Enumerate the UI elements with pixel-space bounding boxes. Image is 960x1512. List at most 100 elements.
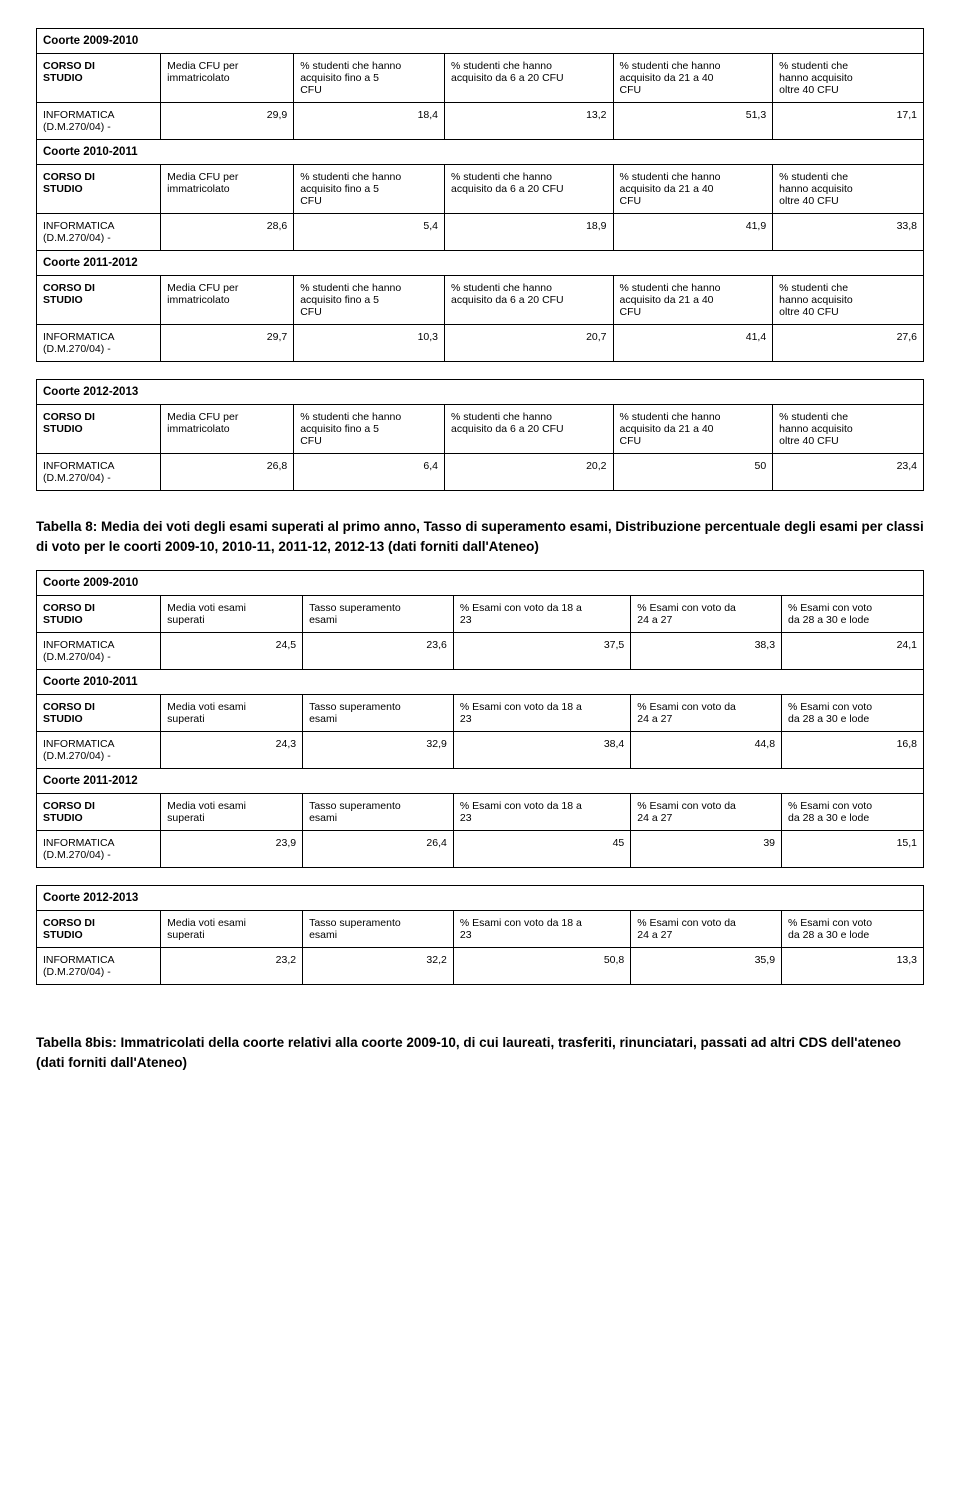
row-label: INFORMATICA(D.M.270/04) -	[37, 454, 161, 491]
column-header: % Esami con voto da 18 a23	[453, 695, 630, 732]
data-cell: 38,3	[631, 633, 782, 670]
column-header: CORSO DISTUDIO	[37, 54, 161, 103]
column-header: Media CFU perimmatricolato	[161, 405, 294, 454]
column-header: % studenti che hannoacquisito da 21 a 40…	[613, 405, 773, 454]
data-cell: 23,9	[161, 831, 303, 868]
column-header: Tasso superamentoesami	[303, 695, 454, 732]
row-label: INFORMATICA(D.M.270/04) -	[37, 948, 161, 985]
column-header: % studenti che hannoacquisito fino a 5CF…	[294, 165, 445, 214]
column-header: Media CFU perimmatricolato	[161, 165, 294, 214]
data-cell: 41,4	[613, 325, 773, 362]
data-cell: 32,2	[303, 948, 454, 985]
data-cell: 24,1	[782, 633, 924, 670]
row-label: INFORMATICA(D.M.270/04) -	[37, 214, 161, 251]
column-header: % studenti che hannoacquisito da 6 a 20 …	[445, 165, 614, 214]
column-header: Tasso superamentoesami	[303, 911, 454, 948]
data-cell: 45	[453, 831, 630, 868]
coorte-title: Coorte 2010-2011	[37, 140, 924, 165]
column-header: CORSO DISTUDIO	[37, 276, 161, 325]
column-header: % studenti chehanno acquisitooltre 40 CF…	[773, 165, 924, 214]
coorte-title: Coorte 2009-2010	[37, 29, 924, 54]
coorte-title: Coorte 2010-2011	[37, 670, 924, 695]
column-header: Media voti esamisuperati	[161, 596, 303, 633]
data-cell: 29,9	[161, 103, 294, 140]
data-cell: 51,3	[613, 103, 773, 140]
caption-table-8: Tabella 8: Media dei voti degli esami su…	[36, 517, 924, 556]
column-header: Media CFU perimmatricolato	[161, 54, 294, 103]
column-header: CORSO DISTUDIO	[37, 695, 161, 732]
row-label: INFORMATICA(D.M.270/04) -	[37, 103, 161, 140]
column-header: % studenti chehanno acquisitooltre 40 CF…	[773, 54, 924, 103]
column-header: CORSO DISTUDIO	[37, 405, 161, 454]
data-cell: 16,8	[782, 732, 924, 769]
column-header: % Esami con voto da24 a 27	[631, 911, 782, 948]
table-voti: Coorte 2009-2010CORSO DISTUDIOMedia voti…	[36, 570, 924, 985]
column-header: % studenti che hannoacquisito da 6 a 20 …	[445, 405, 614, 454]
table-cfu: Coorte 2009-2010CORSO DISTUDIOMedia CFU …	[36, 28, 924, 491]
data-cell: 23,6	[303, 633, 454, 670]
data-cell: 17,1	[773, 103, 924, 140]
row-label: INFORMATICA(D.M.270/04) -	[37, 732, 161, 769]
data-cell: 24,5	[161, 633, 303, 670]
column-header: % studenti chehanno acquisitooltre 40 CF…	[773, 405, 924, 454]
column-header: % Esami con voto da 18 a23	[453, 794, 630, 831]
coorte-title: Coorte 2011-2012	[37, 769, 924, 794]
column-header: % studenti chehanno acquisitooltre 40 CF…	[773, 276, 924, 325]
row-label: INFORMATICA(D.M.270/04) -	[37, 633, 161, 670]
data-cell: 41,9	[613, 214, 773, 251]
coorte-title: Coorte 2009-2010	[37, 571, 924, 596]
column-header: Media CFU perimmatricolato	[161, 276, 294, 325]
column-header: % studenti che hannoacquisito da 6 a 20 …	[445, 276, 614, 325]
data-cell: 6,4	[294, 454, 445, 491]
data-cell: 50,8	[453, 948, 630, 985]
column-header: % Esami con votoda 28 a 30 e lode	[782, 596, 924, 633]
data-cell: 23,4	[773, 454, 924, 491]
data-cell: 15,1	[782, 831, 924, 868]
column-header: CORSO DISTUDIO	[37, 794, 161, 831]
column-header: CORSO DISTUDIO	[37, 165, 161, 214]
data-cell: 5,4	[294, 214, 445, 251]
data-cell: 33,8	[773, 214, 924, 251]
column-header: CORSO DISTUDIO	[37, 911, 161, 948]
column-header: % Esami con voto da 18 a23	[453, 911, 630, 948]
data-cell: 20,7	[445, 325, 614, 362]
data-cell: 29,7	[161, 325, 294, 362]
column-header: Media voti esamisuperati	[161, 695, 303, 732]
column-header: CORSO DISTUDIO	[37, 596, 161, 633]
coorte-title: Coorte 2011-2012	[37, 251, 924, 276]
data-cell: 50	[613, 454, 773, 491]
data-cell: 27,6	[773, 325, 924, 362]
data-cell: 13,3	[782, 948, 924, 985]
data-cell: 44,8	[631, 732, 782, 769]
data-cell: 23,2	[161, 948, 303, 985]
column-header: % studenti che hannoacquisito fino a 5CF…	[294, 54, 445, 103]
column-header: Tasso superamentoesami	[303, 794, 454, 831]
data-cell: 24,3	[161, 732, 303, 769]
column-header: % studenti che hannoacquisito da 6 a 20 …	[445, 54, 614, 103]
data-cell: 35,9	[631, 948, 782, 985]
row-label: INFORMATICA(D.M.270/04) -	[37, 831, 161, 868]
column-header: % studenti che hannoacquisito da 21 a 40…	[613, 276, 773, 325]
column-header: % Esami con voto da24 a 27	[631, 695, 782, 732]
data-cell: 39	[631, 831, 782, 868]
column-header: % studenti che hannoacquisito fino a 5CF…	[294, 276, 445, 325]
data-cell: 10,3	[294, 325, 445, 362]
column-header: Media voti esamisuperati	[161, 911, 303, 948]
column-header: Media voti esamisuperati	[161, 794, 303, 831]
column-header: % Esami con voto da24 a 27	[631, 596, 782, 633]
data-cell: 37,5	[453, 633, 630, 670]
data-cell: 26,8	[161, 454, 294, 491]
caption-table-8bis: Tabella 8bis: Immatricolati della coorte…	[36, 1033, 924, 1072]
data-cell: 18,9	[445, 214, 614, 251]
data-cell: 20,2	[445, 454, 614, 491]
data-cell: 13,2	[445, 103, 614, 140]
coorte-title: Coorte 2012-2013	[37, 886, 924, 911]
column-header: % studenti che hannoacquisito da 21 a 40…	[613, 54, 773, 103]
coorte-title: Coorte 2012-2013	[37, 380, 924, 405]
column-header: % Esami con votoda 28 a 30 e lode	[782, 911, 924, 948]
column-header: % studenti che hannoacquisito fino a 5CF…	[294, 405, 445, 454]
data-cell: 38,4	[453, 732, 630, 769]
data-cell: 28,6	[161, 214, 294, 251]
column-header: % Esami con voto da 18 a23	[453, 596, 630, 633]
column-header: % Esami con votoda 28 a 30 e lode	[782, 794, 924, 831]
